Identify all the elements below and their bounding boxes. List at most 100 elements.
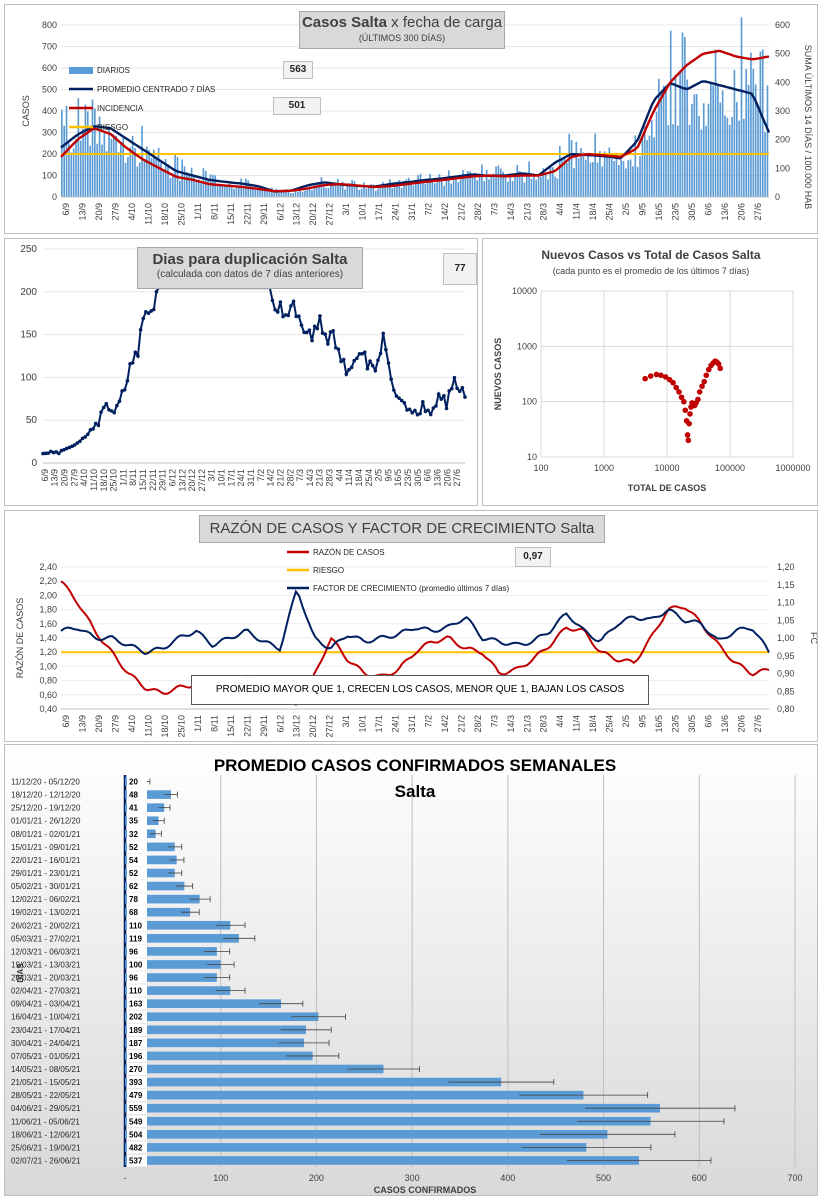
razon-xtick-label: 16/5 [654, 715, 664, 733]
casos-daily-bar [521, 176, 523, 197]
casos-daily-bar [410, 181, 412, 197]
dup-point [297, 314, 301, 318]
dup-xtick-label: 28/3 [325, 469, 335, 487]
casos-daily-bar [450, 183, 453, 197]
dup-point [365, 366, 370, 371]
casos-legend-swatch [69, 67, 93, 74]
casos-title-rest: x fecha de carga [386, 14, 503, 31]
casos-daily-bar [372, 184, 375, 197]
casos-daily-bar [94, 108, 96, 197]
dup-point [130, 361, 135, 365]
casos-daily-bar [287, 190, 290, 197]
casos-daily-bar [726, 117, 729, 197]
dup-point [344, 372, 349, 376]
casos-daily-bar [311, 190, 313, 197]
razon-xtick-label: 3/1 [341, 715, 351, 728]
casos-xtick-label: 20/9 [94, 203, 104, 221]
sem-bar [125, 1143, 587, 1152]
casos-daily-bar [757, 107, 759, 197]
casos-daily-bar [426, 178, 429, 197]
casos-xtick-label: 27/9 [111, 203, 121, 221]
sem-bar [125, 907, 191, 917]
casos-daily-bar [117, 152, 120, 197]
casos-daily-bar [379, 186, 382, 197]
casos-y2tick-label: 100 [775, 163, 790, 173]
razon-xtick-label: 17/1 [374, 715, 384, 733]
casos-xtick-label: 13/6 [720, 203, 730, 221]
dup-point [312, 324, 317, 329]
casos-daily-bar [674, 74, 677, 197]
dup-xtick-label: 20/9 [60, 469, 70, 487]
nuevos-point [681, 398, 687, 405]
nuevos-xtick-label: 1000000 [775, 463, 810, 473]
casos-ytick-label: 400 [42, 106, 57, 116]
casos-xtick-label: 25/10 [176, 203, 186, 226]
casos-daily-bar [164, 159, 167, 197]
casos-daily-bar [719, 102, 722, 197]
dup-point [444, 406, 449, 411]
casos-daily-bar [103, 133, 106, 197]
casos-daily-bar [622, 160, 625, 197]
casos-daily-bar [558, 145, 561, 197]
casos-daily-bar [249, 185, 252, 197]
casos-daily-bar [358, 189, 361, 197]
casos-daily-bar [669, 30, 672, 198]
casos-daily-bar [636, 166, 639, 197]
sem-value-label: 110 [129, 987, 142, 996]
sem-label-bg [127, 788, 147, 801]
sem-value-label: 559 [129, 1104, 143, 1113]
sem-bar [125, 1116, 651, 1126]
nuevos-point [701, 378, 708, 385]
dup-point [326, 342, 330, 346]
casos-y2tick-label: 300 [775, 106, 790, 116]
nuevos-point [717, 365, 724, 372]
sem-category-label: 15/01/21 - 09/01/21 [11, 843, 81, 852]
dup-xtick-label: 4/10 [79, 469, 89, 487]
sem-bar [125, 986, 231, 995]
dup-xtick-label: 18/10 [99, 469, 109, 492]
sem-category-label: 22/01/21 - 16/01/21 [11, 856, 81, 865]
dup-ytick-label: 100 [20, 372, 37, 383]
dup-point [291, 299, 296, 304]
razon-y2tick-label: 0,90 [777, 669, 795, 679]
razon-xtick-label: 29/11 [259, 715, 269, 737]
sem-label-bg [127, 919, 147, 932]
casos-daily-bar [318, 183, 320, 197]
razon-xtick-label: 20/9 [94, 715, 104, 733]
dup-xtick-label: 23/5 [403, 469, 413, 487]
razon-y2label: FC [809, 632, 818, 644]
casos-xtick-label: 6/9 [61, 203, 71, 216]
casos-daily-bar [440, 179, 443, 197]
casos-daily-bar [63, 125, 66, 197]
sem-label-bg [127, 971, 147, 984]
sem-label-bg [127, 840, 147, 853]
sem-value-label: 479 [129, 1091, 143, 1100]
dup-point [151, 307, 156, 312]
casos-daily-bar [471, 175, 474, 197]
sem-xtick-label: 600 [692, 1173, 707, 1183]
sem-label-bg [127, 997, 147, 1010]
dup-point [141, 316, 146, 321]
dup-point [315, 326, 320, 331]
dup-xtick-label: 6/12 [167, 469, 177, 487]
razon-xtick-label: 23/5 [670, 715, 680, 733]
sem-category-label: 29/01/21 - 23/01/21 [11, 869, 81, 878]
sem-value-label: 54 [129, 856, 138, 865]
nuevos-point [687, 411, 693, 417]
sem-category-label: 02/04/21 - 27/03/21 [11, 987, 81, 996]
casos-daily-bar [745, 69, 748, 197]
casos-daily-bar [509, 173, 512, 197]
nuevos-ylabel: NUEVOS CASOS [493, 338, 503, 411]
razon-y2tick-label: 0,80 [777, 704, 795, 714]
casos-ytick-label: 700 [42, 42, 57, 52]
casos-daily-bar [407, 177, 410, 197]
dup-point [336, 347, 341, 351]
casos-daily-bar [127, 157, 129, 197]
casos-daily-bar [566, 162, 568, 197]
casos-xtick-label: 25/4 [605, 203, 615, 221]
casos-daily-bar [556, 178, 559, 197]
dup-point [428, 412, 433, 417]
sem-category-label: 14/05/21 - 08/05/21 [11, 1065, 81, 1074]
dup-xtick-label: 18/4 [354, 469, 364, 487]
casos-daily-bar [750, 52, 752, 197]
